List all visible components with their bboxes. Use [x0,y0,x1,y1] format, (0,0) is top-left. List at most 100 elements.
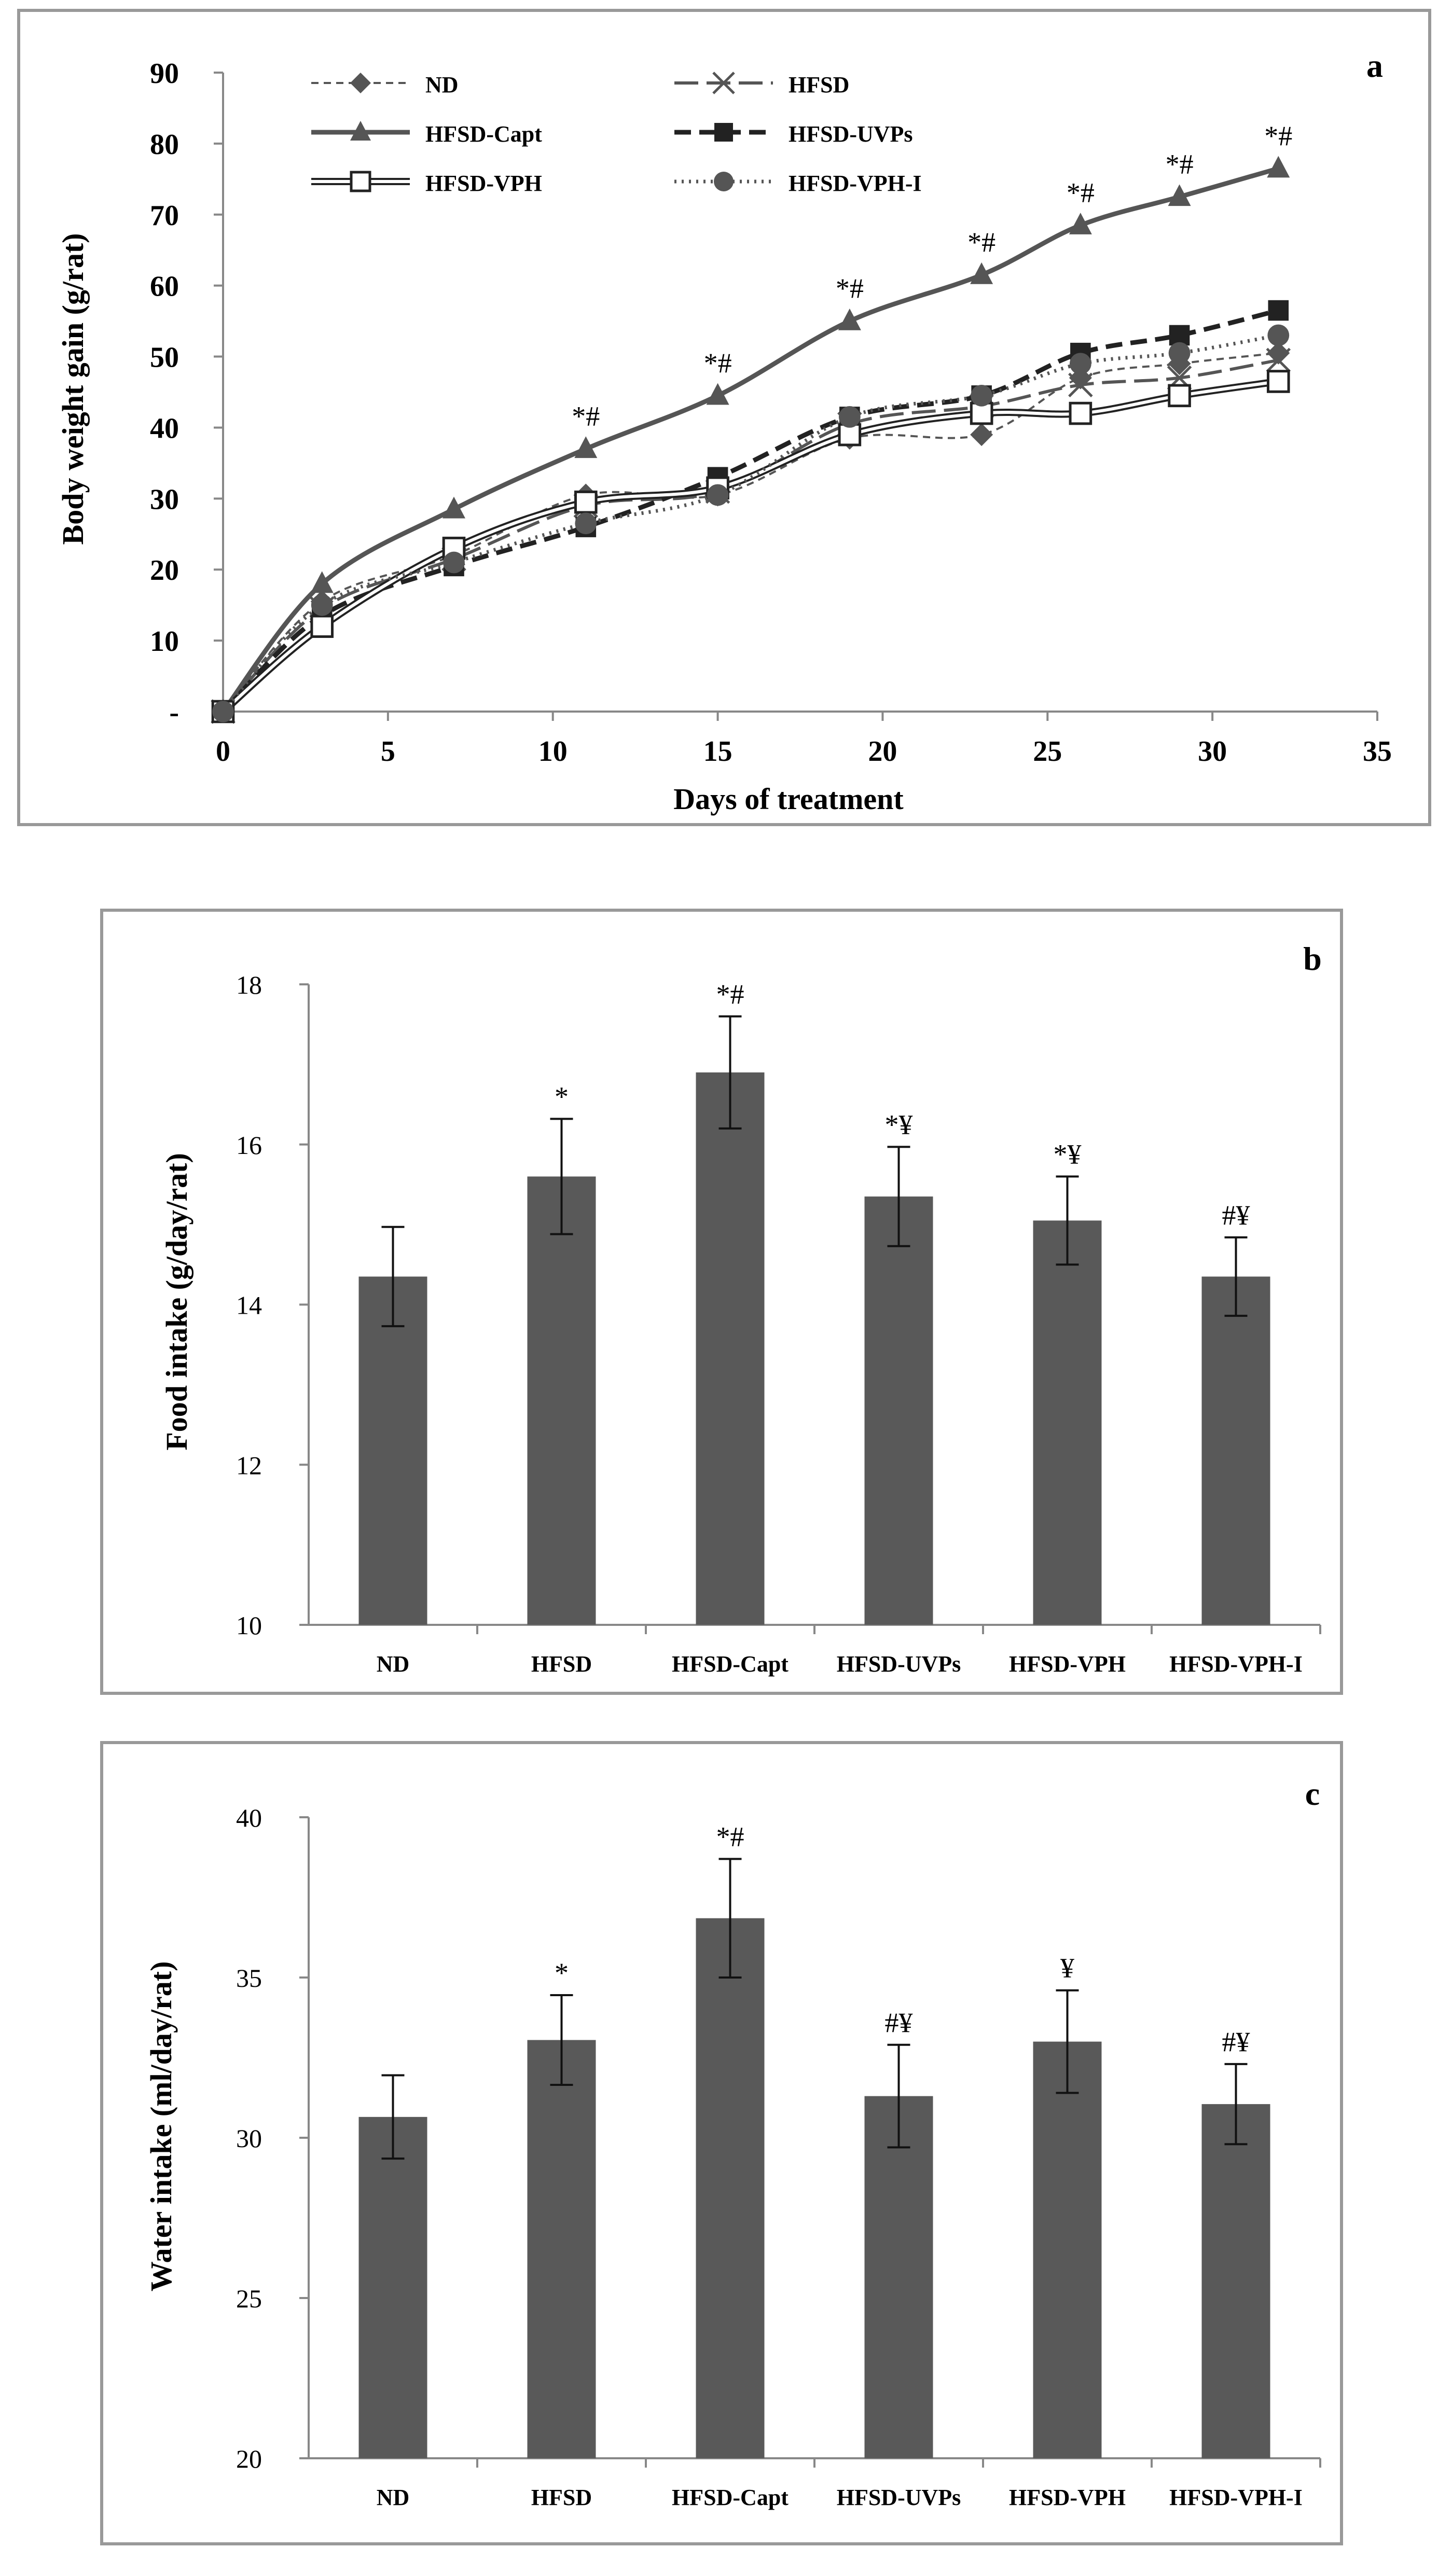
panel-b-letter: b [1303,940,1322,977]
data-point-hfsd-vph-i [575,512,597,535]
panel-b-bar-hfsd-uvps [864,1196,933,1625]
panel-b-y-tick-label: 10 [236,1611,262,1640]
panel-b-significance-label: *¥ [885,1109,913,1140]
data-point-hfsd-vph-i [971,384,993,407]
series-line-inner-hfsd-vph [222,380,1279,713]
data-point-hfsd-vph-i [707,484,729,506]
panel-a-y-tick-label: 70 [150,200,179,232]
panel-b-category-label: ND [377,1651,410,1677]
panel-b-frame [100,909,1343,1695]
panel-a-y-tick-label: 80 [150,129,179,161]
data-point-hfsd-capt [838,308,861,330]
panel-b-bar-hfsd-vph-i [1201,1276,1270,1625]
legend-marker [350,73,371,93]
panel-c-significance-label: #¥ [1222,2026,1250,2057]
panel-a-x-tick-label: 10 [538,735,568,768]
panel-c-bar-hfsd-vph-i [1201,2104,1270,2458]
legend-marker [714,172,734,191]
legend-label: ND [425,72,459,98]
panel-c-frame [100,1741,1343,2545]
data-point-nd [970,423,993,447]
panel-c-y-tick-label: 35 [236,1964,262,1993]
panel-a-y-tick-label: 90 [150,58,179,90]
data-point-hfsd-uvps [1169,325,1190,346]
panel-c-category-label: HFSD-Capt [672,2485,789,2510]
panel-a-letter: a [1366,47,1383,84]
panel-c-category-label: HFSD-VPH-I [1169,2485,1303,2510]
significance-label: *# [704,347,732,379]
panel-b-category-label: HFSD-Capt [672,1651,789,1677]
data-point-hfsd-capt [1168,184,1191,206]
panel-a-x-tick-label: 15 [703,735,732,768]
panel-a-xlabel: Days of treatment [673,782,904,816]
data-point-hfsd-vph-i [443,551,465,574]
panel-c-letter: c [1305,1775,1320,1812]
panel-c-y-tick-label: 25 [236,2284,262,2313]
panel-a-ylabel: Body weight gain (g/rat) [56,233,90,545]
significance-label: *# [1166,149,1194,180]
panel-c-bar-hfsd-uvps [864,2096,933,2458]
data-point-hfsd-capt [442,496,465,519]
data-point-hfsd-vph-i [838,406,861,428]
panel-a-y-tick-label: 50 [150,342,179,374]
panel-a-y-tick-label: 60 [150,271,179,303]
panel-c-plot: 20 25 30 35 40 ND HFSD * HFSD-Capt *# HFSD-UVPs #¥ H… [236,1803,1321,2510]
data-point-hfsd-capt [1069,213,1092,234]
panel-c-significance-label: ¥ [1060,1953,1074,1984]
panel-b-plot: 10 12 14 16 18 ND HFSD * HFSD-Capt *# HFSD-UVPs *¥ H… [236,970,1321,1677]
panel-c-significance-label: * [555,1957,569,1988]
panel-c-y-tick-label: 30 [236,2124,262,2153]
data-point-hfsd-vph [1266,370,1290,393]
data-point-hfsd-uvps [1268,300,1289,321]
data-point-hfsd-vph-i [1168,342,1191,364]
data-point-hfsd-vph [1168,384,1191,408]
legend-label: HFSD-UVPs [789,121,913,147]
legend-label: HFSD-Capt [425,121,542,147]
panel-b-y-tick-label: 18 [236,970,262,999]
panel-b-category-label: HFSD [531,1651,592,1677]
panel-b-bar-hfsd [527,1176,596,1625]
data-point-hfsd-vph [1069,401,1093,425]
panel-b-significance-label: *# [716,979,744,1010]
data-point-hfsd-vph [310,615,334,638]
data-point-hfsd-capt [310,571,334,593]
data-point-hfsd-capt [706,383,729,405]
series-line-hfsd-capt [221,166,1279,713]
significance-label: *# [572,401,600,432]
data-point-hfsd-vph-i [212,701,234,722]
data-point-hfsd [1068,372,1093,398]
panel-c-category-label: HFSD [531,2485,592,2510]
significance-label: *# [1264,120,1292,151]
panel-c-category-label: HFSD-UVPs [837,2485,961,2510]
significance-label: *# [1067,177,1095,208]
panel-a-y-tick-label: 30 [150,483,179,516]
panel-c-y-tick-label: 20 [236,2444,262,2473]
panel-c-bar-hfsd-capt [696,1918,765,2458]
data-point-hfsd-vph-i [1069,353,1091,375]
panel-b-category-label: HFSD-UVPs [837,1651,961,1677]
panel-c-significance-label: *# [716,1821,744,1852]
series-line-hfsd-uvps [221,308,1279,714]
legend-marker [350,171,371,192]
panel-c-category-label: ND [377,2485,410,2510]
panel-a-x-tick-label: 25 [1033,735,1062,768]
series-line-hfsd-vph-i [222,333,1279,713]
legend-marker [350,121,371,141]
legend-label: HFSD [789,72,849,98]
panel-b-ylabel: Food intake (g/day/rat) [160,1153,193,1451]
data-point-hfsd-capt [574,436,598,458]
panel-b-category-label: HFSD-VPH [1009,1651,1126,1677]
panel-a-x-tick-label: 0 [216,735,230,768]
data-point-hfsd-capt [970,262,993,284]
panel-b-y-tick-label: 14 [236,1291,262,1320]
panel-c-ylabel: Water intake (ml/day/rat) [144,1961,178,2292]
series-line-nd [222,352,1279,713]
panel-c-category-label: HFSD-VPH [1009,2485,1126,2510]
panel-c-bar-hfsd-vph [1033,2041,1102,2458]
panel-a-x-tick-label: 35 [1363,735,1392,768]
data-point-hfsd-capt [1267,156,1290,178]
legend-marker [714,123,733,142]
panel-b-bar-hfsd-vph [1033,1220,1102,1625]
panel-b-bar-hfsd-capt [696,1072,765,1625]
